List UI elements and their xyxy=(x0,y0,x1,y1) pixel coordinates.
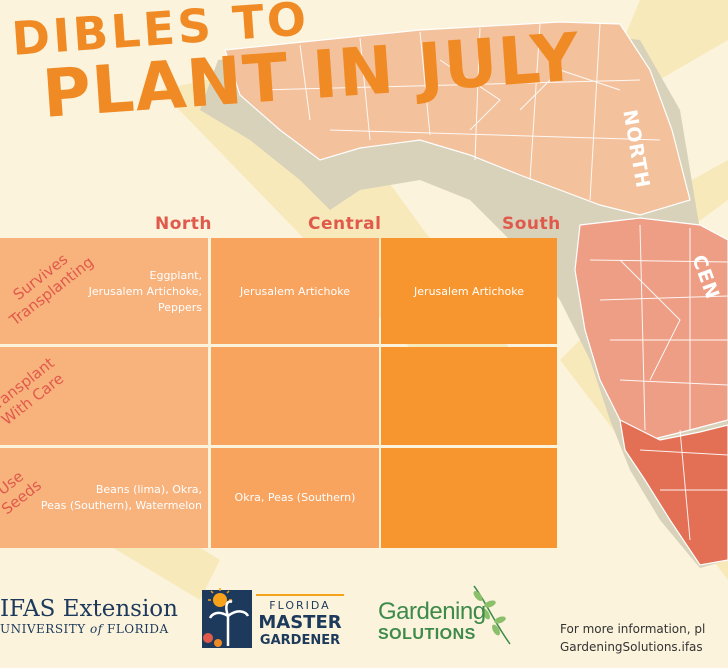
cell-survives-north: Eggplant, Jerusalem Artichoke, Peppers xyxy=(0,238,208,344)
sun-icon xyxy=(213,593,227,607)
cell-seeds-north: Beans (lima), Okra, Peas (Southern), Wat… xyxy=(0,448,208,548)
palm-tree-icon xyxy=(208,600,250,646)
column-header-north: North xyxy=(155,214,213,234)
florida-map-central xyxy=(574,217,728,441)
florida-map-north xyxy=(224,21,691,216)
florida-master-gardener-logo[interactable]: FLORIDA MASTER GARDENER xyxy=(198,586,348,652)
leaf-sprig-icon xyxy=(473,585,511,645)
more-info-link[interactable]: GardeningSolutions.ifas xyxy=(560,640,703,654)
ifas-university-line: UNIVERSITY of FLORIDA xyxy=(0,622,169,636)
fmg-line-gardener: GARDENER xyxy=(260,633,340,648)
cell-survives-south: Jerusalem Artichoke xyxy=(381,238,557,344)
cell-transplant-central xyxy=(211,347,379,445)
more-info-text: For more information, pl GardeningSoluti… xyxy=(560,620,705,656)
ifas-extension-title: IFAS Extension xyxy=(0,596,178,622)
fmg-line-master: MASTER xyxy=(258,612,341,633)
cell-seeds-south xyxy=(381,448,557,548)
more-info-line-1: For more information, pl xyxy=(560,622,706,636)
column-header-south: South xyxy=(502,214,561,234)
fmg-rule xyxy=(256,594,344,596)
fmg-line-florida: FLORIDA xyxy=(269,599,330,612)
cell-survives-central: Jerusalem Artichoke xyxy=(211,238,379,344)
flower-icon-small xyxy=(214,639,222,647)
column-header-central: Central xyxy=(308,214,382,234)
gardening-solutions-line-2: SOLUTIONS xyxy=(378,626,476,643)
cell-transplant-north xyxy=(0,347,208,445)
cell-transplant-south xyxy=(381,347,557,445)
cell-seeds-central: Okra, Peas (Southern) xyxy=(211,448,379,548)
gardening-solutions-logo[interactable]: Gardening SOLUTIONS xyxy=(374,582,524,652)
ifas-extension-logo[interactable]: IFAS Extension UNIVERSITY of FLORIDA xyxy=(0,596,178,636)
flower-icon xyxy=(203,633,213,643)
florida-map-south xyxy=(619,418,728,566)
sun-rays-icon xyxy=(208,588,232,601)
gardening-solutions-line-1: Gardening xyxy=(378,598,486,625)
